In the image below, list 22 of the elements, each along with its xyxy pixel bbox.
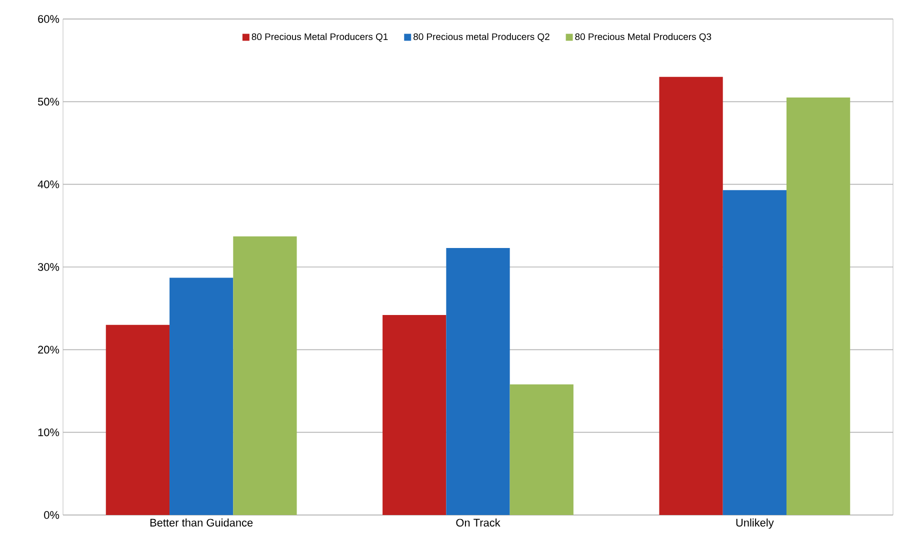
bar [382, 314, 446, 515]
bar [446, 248, 510, 515]
bar [786, 98, 850, 515]
legend-label: 80 Precious metal Producers Q2 [414, 33, 550, 42]
legend-label: 80 Precious Metal Producers Q1 [252, 33, 388, 42]
y-tick-label: 50% [38, 98, 60, 106]
bar [170, 278, 234, 515]
bar [233, 236, 297, 515]
bar [106, 324, 170, 515]
x-tick-label: On Track [456, 518, 500, 527]
y-tick-label: 0% [44, 511, 60, 519]
bar [510, 384, 574, 515]
legend-label: 80 Precious Metal Producers Q3 [575, 33, 712, 42]
y-tick-label: 60% [38, 15, 60, 23]
y-tick-label: 20% [38, 346, 60, 354]
x-tick-label: Unlikely [736, 518, 774, 529]
y-tick-label: 30% [38, 263, 60, 271]
bar [659, 76, 723, 515]
y-tick-label: 40% [38, 180, 60, 188]
x-tick-label: Better than Guidance [150, 518, 253, 527]
y-tick-label: 10% [38, 428, 60, 436]
bar [722, 190, 786, 515]
